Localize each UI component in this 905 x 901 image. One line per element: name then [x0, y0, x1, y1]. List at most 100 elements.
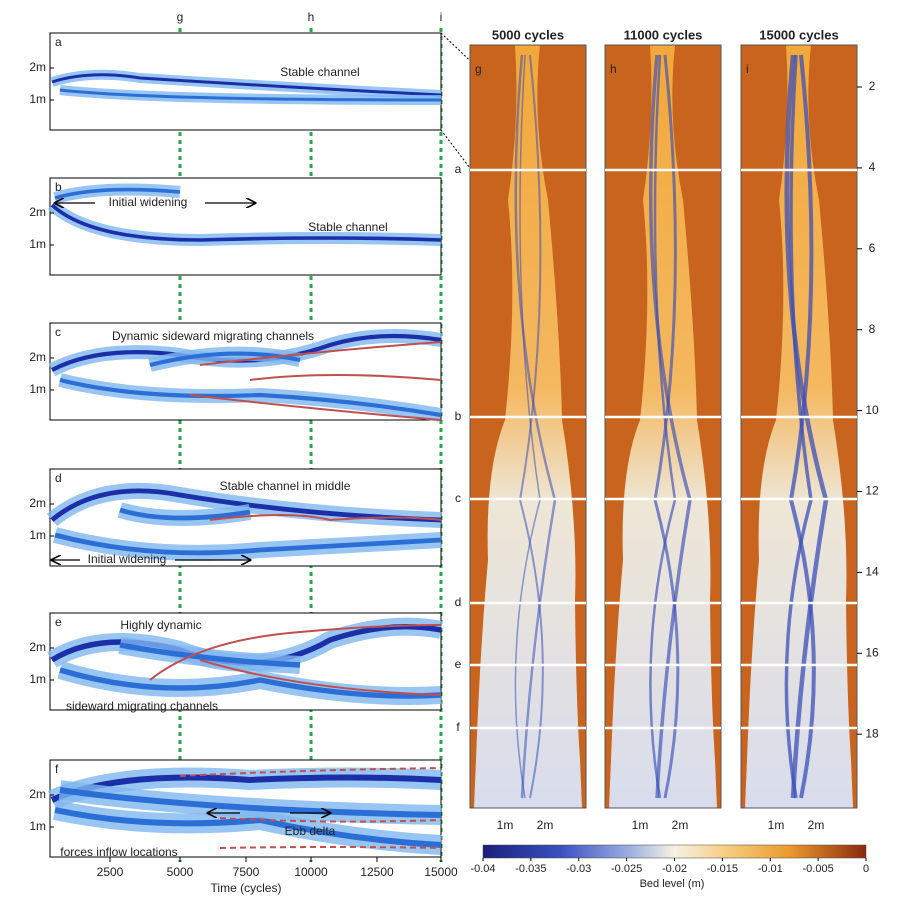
- time-marker-label: i: [440, 10, 443, 24]
- channel-core: [59, 88, 442, 102]
- channel-core: [51, 73, 442, 97]
- channel-core: [119, 507, 251, 521]
- panel-title: 11000 cycles: [624, 27, 703, 42]
- x-tick-label: 2m: [672, 818, 689, 832]
- x-axis-title: Time (cycles): [211, 881, 282, 895]
- annotation: sideward migrating channels: [66, 699, 218, 713]
- panel-title: 15000 cycles: [759, 27, 839, 42]
- section-label: f: [456, 720, 460, 734]
- x-tick-label: 1m: [768, 818, 785, 832]
- colorbar-tick-label: -0.03: [566, 863, 591, 875]
- section-label: a: [455, 162, 462, 176]
- panel-label: i: [746, 62, 749, 76]
- annotation: Stable channel: [308, 220, 387, 234]
- annotation: Dynamic sideward migrating channels: [112, 329, 314, 343]
- x-tick-label: 10000: [294, 865, 328, 879]
- channel-core: [54, 187, 181, 200]
- y-tick-label: 1m: [29, 382, 46, 396]
- colorbar-tick-label: -0.015: [707, 863, 738, 875]
- channel: [648, 54, 692, 799]
- annotation: forces inflow locations: [60, 845, 177, 859]
- x-tick-label: 12500: [360, 865, 394, 879]
- annotation: Highly dynamic: [120, 618, 201, 632]
- channel-core: [59, 787, 442, 818]
- channel-core: [119, 642, 301, 668]
- x-tick-label: 15000: [424, 865, 458, 879]
- migration-line: [249, 374, 442, 381]
- channel: [514, 54, 541, 799]
- annotation: Stable channel in middle: [220, 479, 351, 493]
- channel-core: [50, 488, 442, 523]
- panel-label: a: [55, 35, 62, 49]
- distance-label: 14: [865, 565, 879, 579]
- y-tick-label: 2m: [29, 350, 46, 364]
- distance-label: 8: [869, 322, 876, 336]
- channel-core: [59, 377, 442, 418]
- bed-frame: [740, 44, 858, 809]
- time-marker-label: g: [177, 10, 184, 24]
- y-tick-label: 2m: [29, 496, 46, 510]
- distance-label: 18: [865, 726, 879, 740]
- panel-label: f: [55, 762, 59, 776]
- time-marker-label: h: [308, 10, 315, 24]
- colorbar: [482, 844, 867, 859]
- channel-core: [54, 532, 442, 556]
- section-label: d: [455, 595, 462, 609]
- colorbar-tick-label: -0.005: [803, 863, 834, 875]
- braided-region: [474, 45, 582, 808]
- colorbar-tick-label: -0.02: [662, 863, 687, 875]
- channel-core: [59, 667, 442, 699]
- annotation: Ebb delta: [285, 824, 336, 838]
- braided-region: [609, 45, 717, 808]
- migration-line: [209, 514, 442, 522]
- distance-label: 2: [869, 79, 876, 93]
- delta-outline: [179, 767, 442, 777]
- panel-label: d: [55, 471, 62, 485]
- migration-line: [199, 659, 442, 696]
- channel: [784, 54, 829, 799]
- braided-region: [745, 45, 853, 808]
- channel: [514, 54, 557, 799]
- panel-label: c: [55, 325, 61, 339]
- x-tick-label: 1m: [632, 818, 649, 832]
- colorbar-tick-label: -0.035: [515, 863, 546, 875]
- y-tick-label: 2m: [29, 640, 46, 654]
- distance-label: 4: [869, 160, 876, 174]
- colorbar-tick-label: -0.01: [758, 863, 783, 875]
- bed-frame: [604, 44, 722, 809]
- y-tick-label: 1m: [29, 237, 46, 251]
- panel-label: b: [55, 180, 62, 194]
- migration-line: [189, 394, 442, 421]
- distance-label: 12: [865, 484, 879, 498]
- panel-label: g: [475, 62, 482, 76]
- y-tick-label: 2m: [29, 787, 46, 801]
- annotation: Stable channel: [280, 65, 359, 79]
- colorbar-title: Bed level (m): [640, 878, 705, 890]
- annotation: Initial widening: [109, 195, 188, 209]
- channel: [649, 54, 677, 799]
- channel-core: [54, 807, 442, 848]
- x-tick-label: 2500: [97, 865, 124, 879]
- section-label: b: [455, 409, 462, 423]
- panel-label: e: [55, 615, 62, 629]
- colorbar-tick-label: -0.04: [470, 863, 495, 875]
- y-tick-label: 1m: [29, 819, 46, 833]
- y-tick-label: 1m: [29, 92, 46, 106]
- channel-core: [50, 203, 442, 242]
- panel-label: h: [610, 62, 617, 76]
- x-tick-label: 2m: [537, 818, 554, 832]
- y-tick-label: 1m: [29, 672, 46, 686]
- x-tick-label: 1m: [497, 818, 514, 832]
- section-label: e: [455, 657, 462, 671]
- panel-title: 5000 cycles: [492, 27, 564, 42]
- distance-label: 10: [865, 403, 879, 417]
- channel: [653, 54, 680, 799]
- x-tick-label: 2m: [808, 818, 825, 832]
- y-tick-label: 2m: [29, 205, 46, 219]
- x-tick-label: 5000: [167, 865, 194, 879]
- annotation: Initial widening: [88, 552, 167, 566]
- migration-line: [149, 624, 442, 681]
- colorbar-tick-label: 0: [863, 863, 869, 875]
- delta-outline: [219, 817, 442, 823]
